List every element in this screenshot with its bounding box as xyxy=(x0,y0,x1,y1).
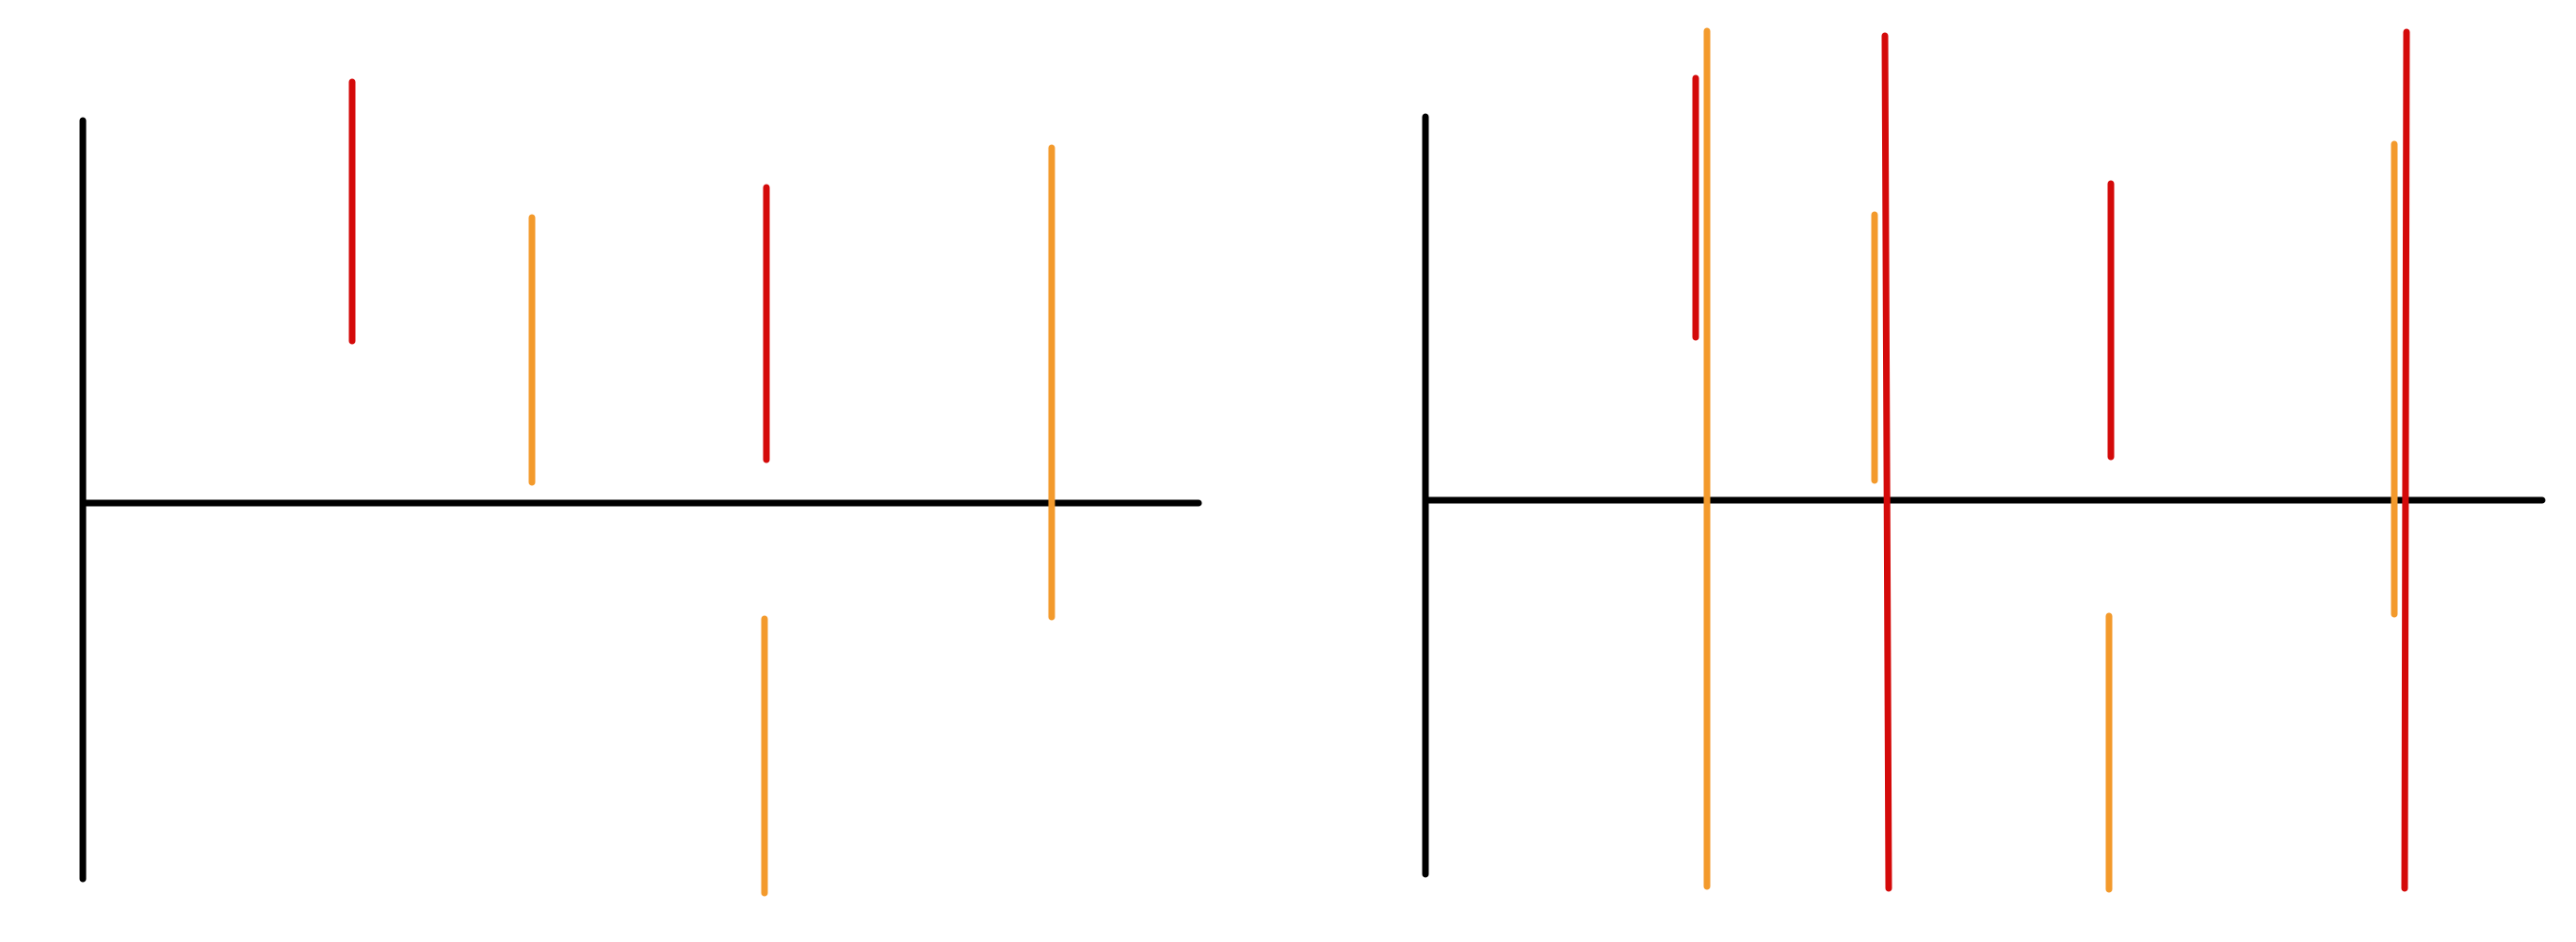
right-panel xyxy=(1422,27,2546,893)
red-segment-long-1 xyxy=(1881,32,1892,892)
left-panel xyxy=(79,78,1202,897)
red-segment-long-2 xyxy=(2401,28,2410,892)
